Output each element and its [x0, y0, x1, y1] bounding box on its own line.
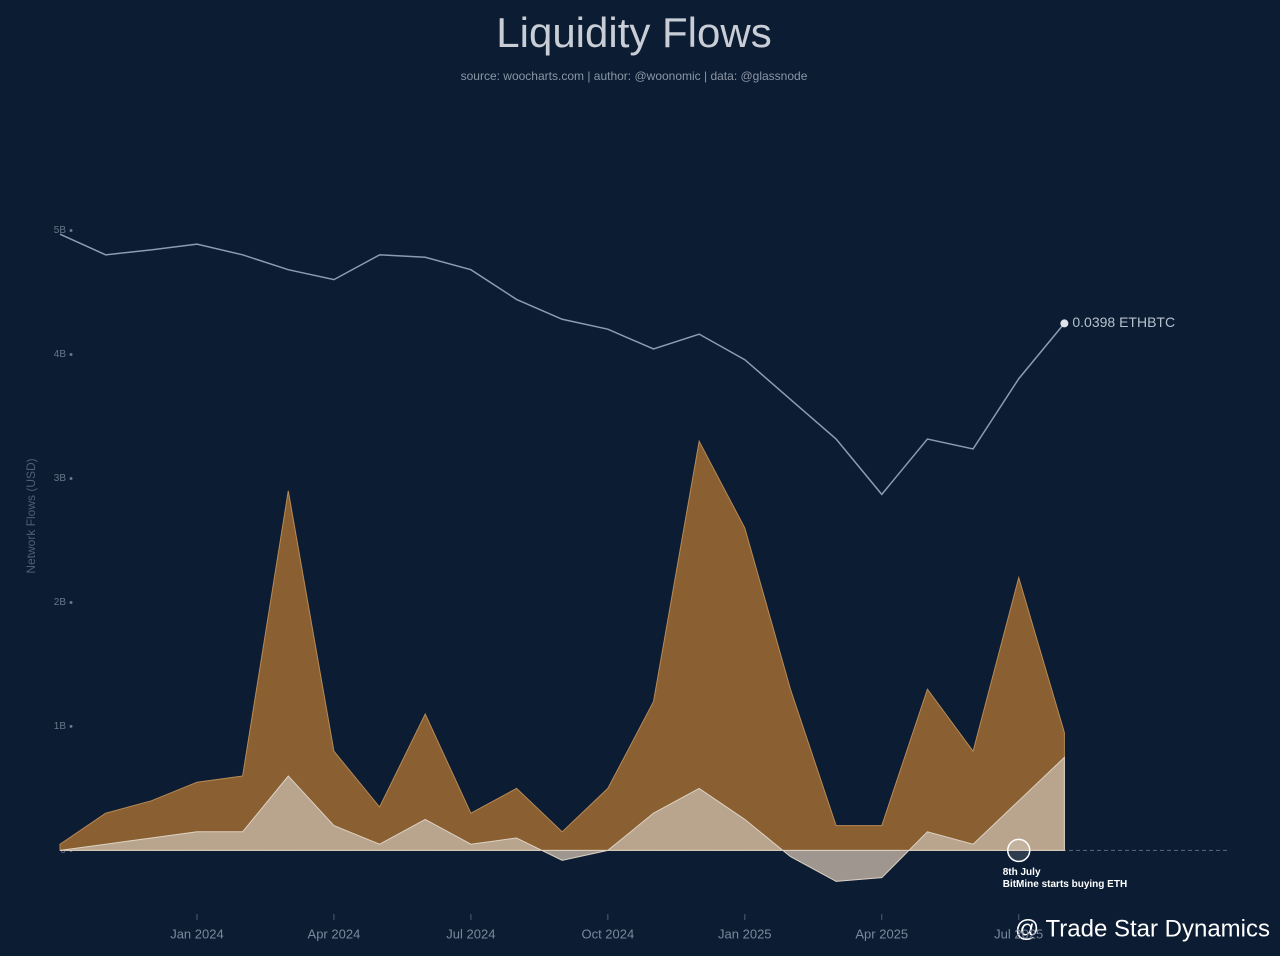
y-tick-label: 5B	[54, 225, 67, 236]
x-tick-label: Jul 2025	[994, 926, 1043, 941]
x-tick-label: Jan 2024	[170, 926, 224, 941]
x-tick-label: Jul 2024	[446, 926, 495, 941]
y-tick-mark	[69, 724, 73, 728]
y-tick-label: 4B	[54, 349, 67, 360]
line-end-dot	[1060, 319, 1069, 328]
x-tick-label: Apr 2024	[308, 926, 361, 941]
x-tick-label: Apr 2025	[855, 926, 908, 941]
y-tick-mark	[69, 352, 73, 356]
y-axis-label: Network Flows (USD)	[24, 458, 38, 573]
y-tick-label: 3B	[54, 473, 67, 484]
flow-area	[59, 756, 1065, 882]
line-value-label: 0.0398 ETHBTC	[1072, 314, 1175, 330]
watermark: @ Trade Star Dynamics	[1015, 915, 1270, 942]
flow-area	[59, 439, 1065, 851]
y-tick-mark	[69, 600, 73, 604]
x-tick-label: Oct 2024	[581, 926, 634, 941]
x-tick-label: Jan 2025	[718, 926, 772, 941]
annotation-marker	[1006, 838, 1031, 863]
annotation-text: BitMine starts buying ETH	[1003, 879, 1127, 890]
annotation-title: 8th July	[1003, 867, 1041, 878]
chart-subtitle: source: woocharts.com | author: @woonomi…	[461, 69, 808, 83]
y-tick-mark	[69, 229, 73, 233]
chart-title: Liquidity Flows	[496, 9, 771, 56]
y-tick-label: 2B	[54, 597, 67, 608]
ethbtc-line	[59, 233, 1065, 496]
y-tick-mark	[69, 476, 73, 480]
y-tick-label: 1B	[54, 721, 67, 732]
